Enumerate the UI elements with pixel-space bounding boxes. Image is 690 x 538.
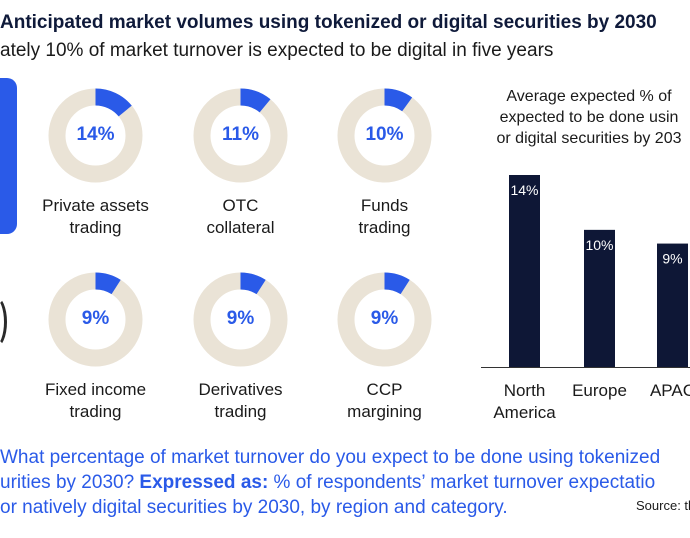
donut-label-line: collateral <box>206 218 275 237</box>
bar-category-label: APAC <box>628 380 690 402</box>
donut-label-line: Fixed income <box>44 380 147 399</box>
bar-title-line: or digital securities by 203 <box>496 130 682 147</box>
donut-label: Derivatives trading <box>163 379 318 423</box>
donut-chart: 14% <box>48 88 158 183</box>
donut-segment <box>48 272 143 367</box>
donut-chart: 9% <box>193 272 303 367</box>
donut-label: Fixed income trading <box>18 379 173 423</box>
donut-label: CCP margining <box>307 379 462 423</box>
donut-chart: 10% <box>337 88 447 183</box>
donut-label: OTC collateral <box>163 195 318 239</box>
donut-label: Funds trading <box>307 195 462 239</box>
donut-label-line: CCP <box>366 380 403 399</box>
donut-segment <box>337 272 432 367</box>
donut-segment <box>193 88 288 183</box>
donut-label-line: trading <box>358 218 411 237</box>
question-line: or natively digital securities by 2030, … <box>0 497 508 518</box>
bar-value-label: 14% <box>510 182 538 198</box>
donut-segment <box>193 272 288 367</box>
donut-chart: 11% <box>193 88 303 183</box>
donut-percent: 10% <box>365 124 404 145</box>
donut-label-line: trading <box>214 402 267 421</box>
bar-category-line: Europe <box>572 381 627 400</box>
bar-category-line: APAC <box>649 381 690 400</box>
donut-chart: 9% <box>337 272 447 367</box>
donut-chart: 9% <box>48 272 158 367</box>
donut-percent: 14% <box>76 124 115 145</box>
bar-value-label: 10% <box>585 237 613 253</box>
donut-label-line: Funds <box>360 196 409 215</box>
donut-label-line: Derivatives <box>198 380 283 399</box>
donut-percent: 9% <box>370 308 399 329</box>
donut-segment <box>337 88 432 183</box>
donut-percent: 11% <box>222 124 259 145</box>
bar-title-line: expected to be done usin <box>499 109 679 126</box>
donut-label-line: OTC <box>222 196 259 215</box>
donut-label-line: trading <box>69 218 122 237</box>
question-text: % of respondents’ market turnover expect… <box>268 472 656 493</box>
donut-segment <box>48 88 143 183</box>
donut-percent: 9% <box>81 308 110 329</box>
left-partial-ring <box>0 296 7 348</box>
bar-category-label: North America <box>480 380 570 424</box>
bar-value-label: 9% <box>662 251 682 267</box>
donut-label: Private assets trading <box>18 195 173 239</box>
question-text: urities by 2030? <box>0 472 140 493</box>
bar <box>584 229 615 367</box>
bar <box>509 175 540 367</box>
expressed-as-label: Expressed as: <box>139 472 269 493</box>
bar-category-line: North <box>503 381 546 400</box>
bar-title-line: Average expected % of <box>506 88 672 105</box>
bar-category-label: Europe <box>555 380 645 402</box>
bar-chart-title: Average expected % of expected to be don… <box>484 86 690 149</box>
source-note: Source: th <box>636 498 690 513</box>
bar-category-line: America <box>493 403 556 422</box>
donut-label-line: Private assets <box>42 196 149 215</box>
donut-percent: 9% <box>226 308 255 329</box>
question-line: urities by 2030? Expressed as: % of resp… <box>0 470 690 495</box>
survey-question: What percentage of market turnover do yo… <box>0 445 690 520</box>
left-accent-bar <box>0 78 17 234</box>
bar <box>657 243 688 367</box>
chart-title: Anticipated market volumes using tokeniz… <box>0 12 657 33</box>
chart-subtitle: ately 10% of market turnover is expected… <box>0 40 554 61</box>
question-line: What percentage of market turnover do yo… <box>0 447 661 468</box>
donut-label-line: margining <box>347 402 422 421</box>
donut-label-line: trading <box>69 402 122 421</box>
